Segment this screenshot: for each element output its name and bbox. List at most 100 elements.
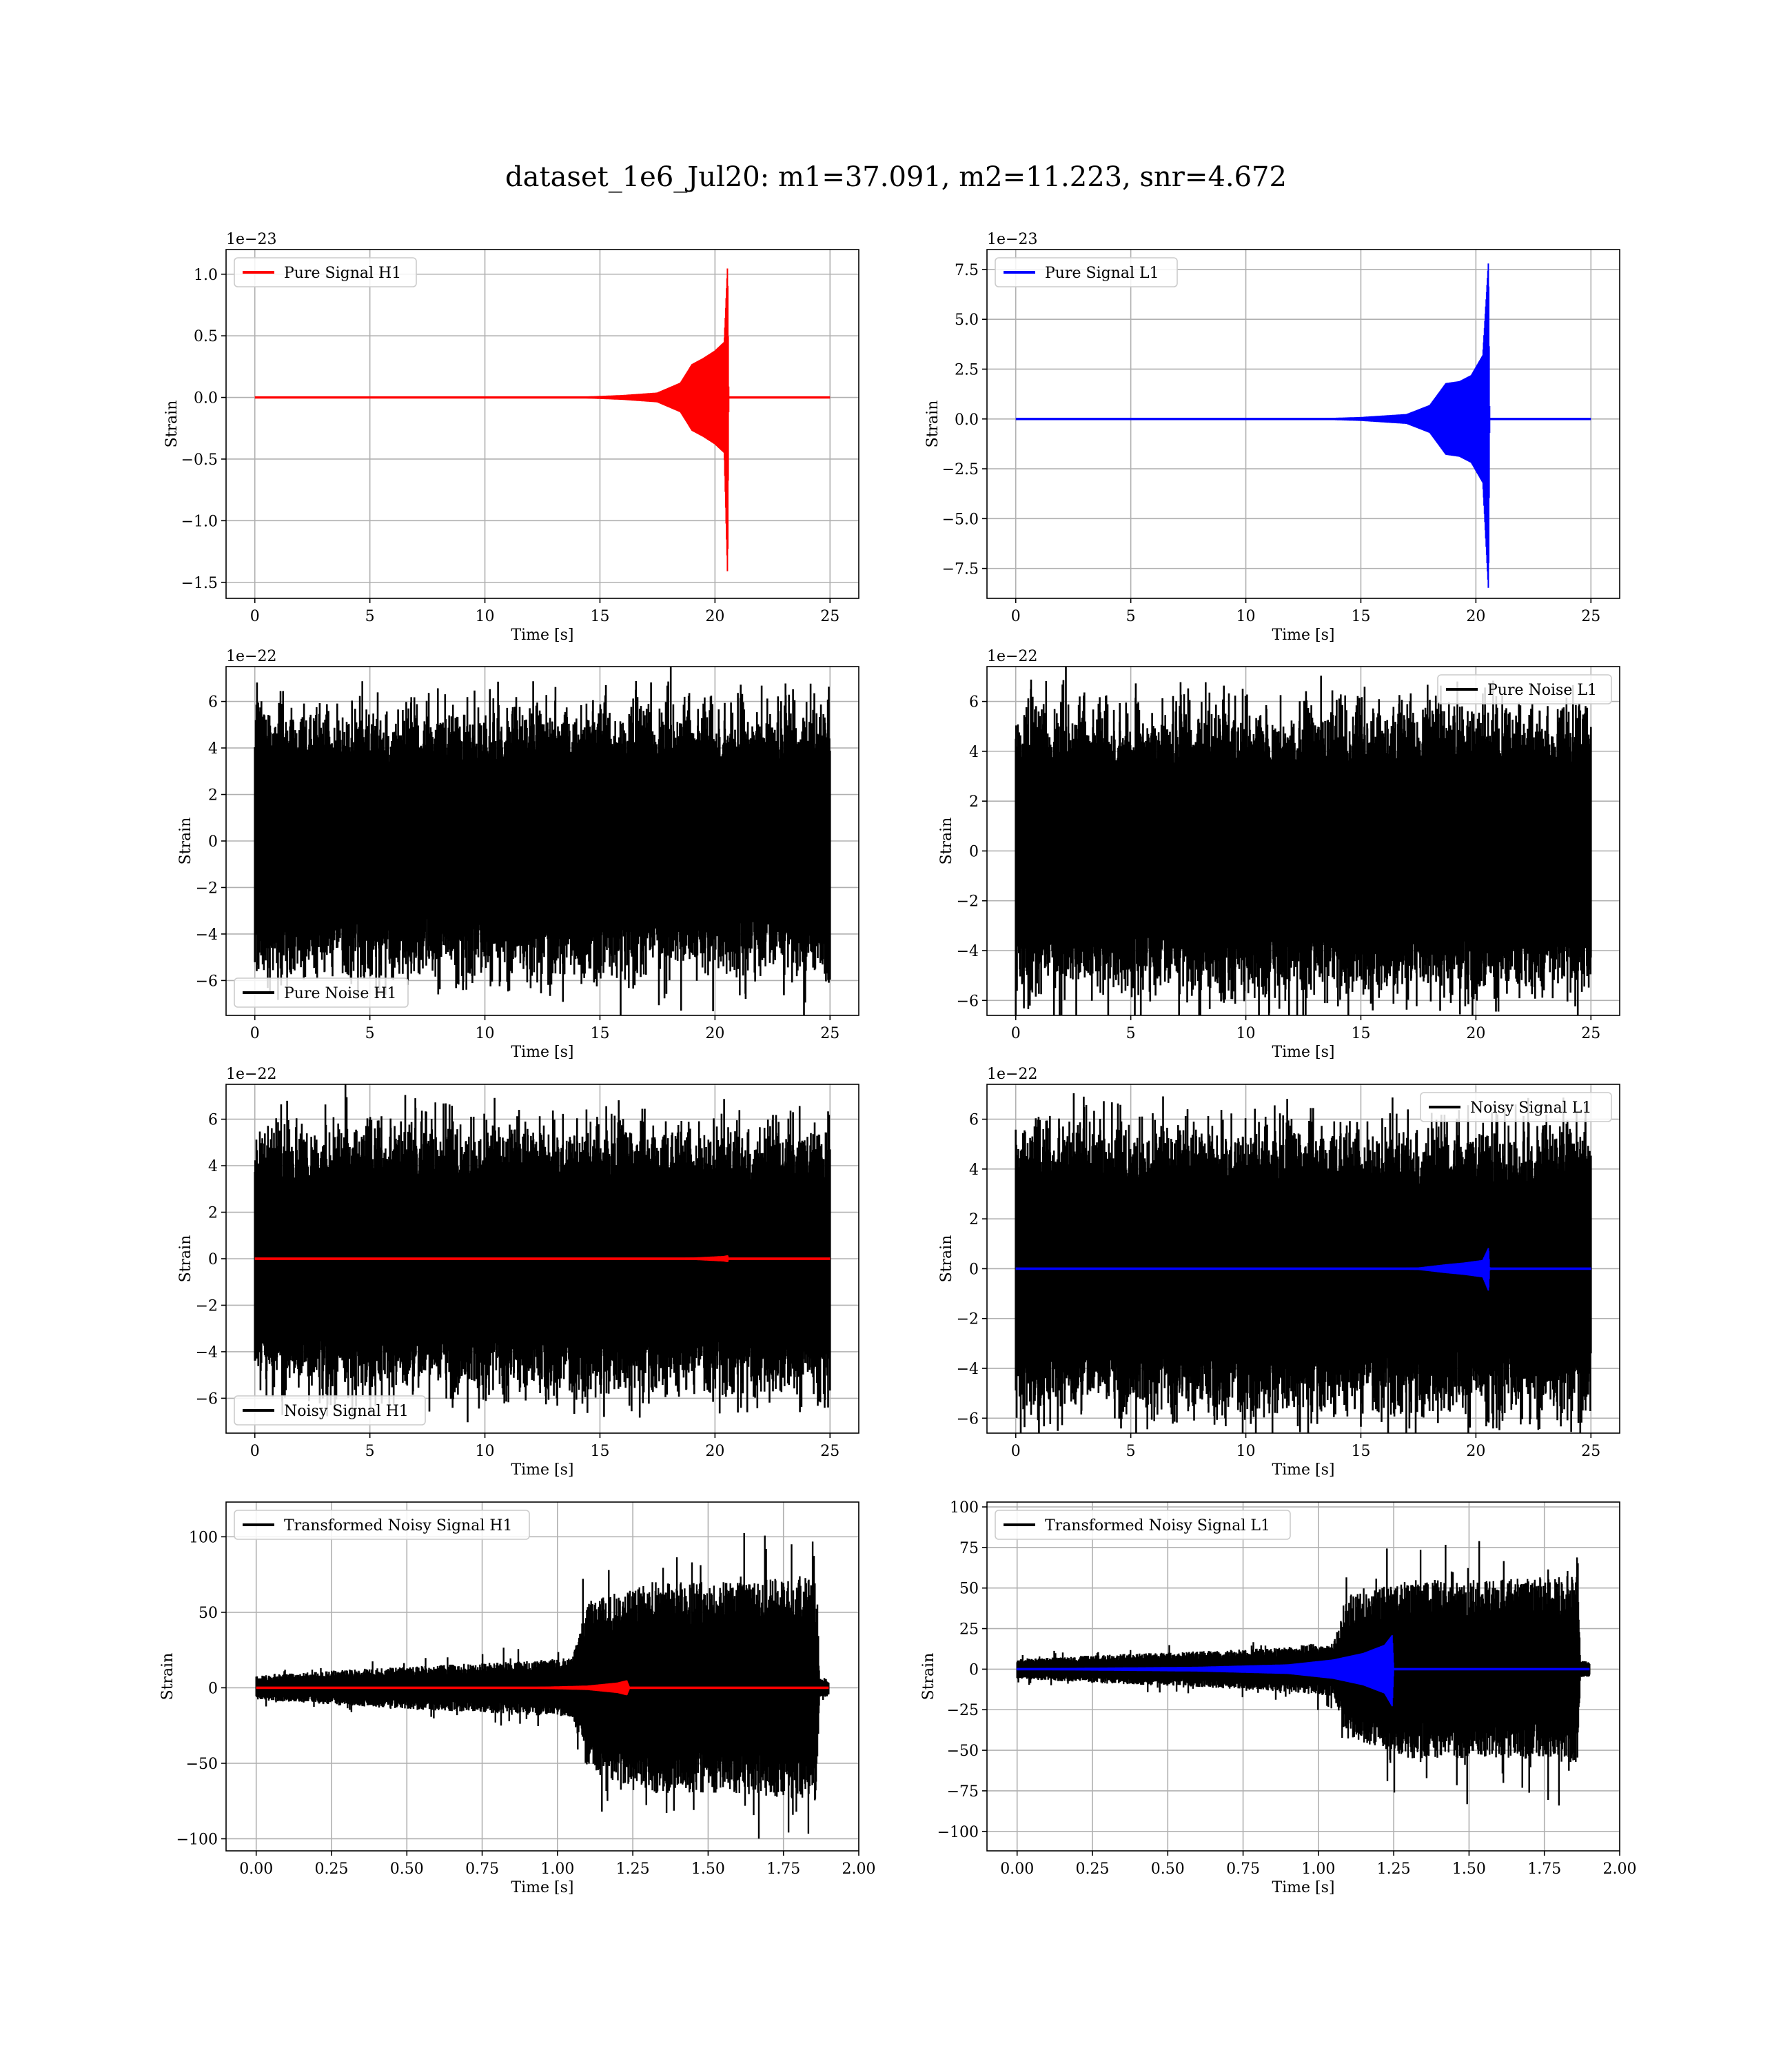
x-axis-label: Time [s] xyxy=(511,1044,573,1061)
plot-area xyxy=(254,667,831,1015)
x-tick-label: 0.25 xyxy=(315,1861,349,1878)
y-tick-label: −6 xyxy=(957,993,979,1010)
legend-frame xyxy=(234,257,417,287)
legend-label: Pure Noise L1 xyxy=(1487,682,1597,699)
y-tick-label: 0 xyxy=(208,833,218,851)
x-axis-label: Time [s] xyxy=(511,1879,573,1896)
x-tick-label: 25 xyxy=(820,1025,839,1042)
x-tick-label: 0.50 xyxy=(1151,1861,1185,1878)
x-tick-label: 1.50 xyxy=(1452,1861,1486,1878)
legend: Noisy Signal L1 xyxy=(1420,1092,1612,1122)
y-tick-label: −4 xyxy=(957,943,979,960)
axes-frame xyxy=(986,249,1620,599)
plot-area xyxy=(254,268,831,571)
y-axis-label: Strain xyxy=(159,1653,176,1701)
y-tick-label: −100 xyxy=(176,1831,218,1848)
x-axis-label: Time [s] xyxy=(1272,627,1334,644)
series-0-trace xyxy=(255,1533,830,1839)
series-0-trace xyxy=(254,667,831,1015)
x-tick-label: 0.00 xyxy=(1000,1861,1034,1878)
x-tick-label: 0.75 xyxy=(465,1861,499,1878)
legend: Pure Signal L1 xyxy=(995,257,1178,287)
x-axis-label: Time [s] xyxy=(511,1461,573,1479)
y-tick-label: −6 xyxy=(196,1390,218,1408)
offset-multiplier: 1e−22 xyxy=(987,1066,1037,1083)
y-tick-label: 75 xyxy=(959,1540,979,1557)
y-tick-label: −100 xyxy=(937,1824,979,1841)
y-axis-label: Strain xyxy=(177,818,194,865)
x-tick-label: 0 xyxy=(250,608,260,625)
x-tick-label: 10 xyxy=(476,608,495,625)
legend-frame xyxy=(234,977,409,1008)
y-tick-label: 0 xyxy=(969,843,979,860)
subplot-4: 0 5 10 15 20 25 −6 −4 −2 0 2 4 6 Time [s] Strain 1e−22 N… xyxy=(177,1066,859,1479)
subplot-3: 0 5 10 15 20 25 −6 −4 −2 0 2 4 6 Time [s] Strain 1e−22 P… xyxy=(938,648,1620,1061)
offset-multiplier: 1e−23 xyxy=(226,231,276,248)
x-tick-label: 1.25 xyxy=(1377,1861,1411,1878)
x-tick-label: 0 xyxy=(1011,1025,1021,1042)
y-tick-label: 2 xyxy=(208,787,218,804)
subplot-5: 0 5 10 15 20 25 −6 −4 −2 0 2 4 6 Time [s] Strain 1e−22 N… xyxy=(938,1066,1620,1479)
x-tick-label: 20 xyxy=(705,1025,724,1042)
offset-multiplier: 1e−22 xyxy=(226,648,276,665)
x-tick-label: 20 xyxy=(705,608,724,625)
y-tick-label: −6 xyxy=(196,973,218,990)
y-axis-label: Strain xyxy=(163,401,181,448)
x-tick-label: 5 xyxy=(1126,608,1136,625)
series-0-trace xyxy=(257,268,730,571)
x-tick-label: 15 xyxy=(590,608,609,625)
y-axis-label: Strain xyxy=(177,1235,194,1283)
y-tick-label: −4 xyxy=(196,1344,218,1361)
y-tick-label: 2 xyxy=(969,1211,979,1228)
x-tick-label: 15 xyxy=(590,1443,609,1460)
y-tick-label: −2 xyxy=(957,893,979,911)
x-axis-label: Time [s] xyxy=(511,627,573,644)
y-tick-label: −1.0 xyxy=(181,513,218,530)
x-tick-label: 0 xyxy=(1011,608,1021,625)
y-tick-label: 4 xyxy=(208,740,218,758)
axes-frame xyxy=(986,1084,1620,1434)
x-tick-label: 20 xyxy=(705,1443,724,1460)
legend-frame xyxy=(234,1395,426,1426)
y-tick-label: 7.5 xyxy=(955,262,979,279)
legend: Transformed Noisy Signal L1 xyxy=(995,1510,1291,1540)
axes-frame xyxy=(225,1501,859,1852)
x-tick-label: 25 xyxy=(820,1443,839,1460)
y-axis-label: Strain xyxy=(924,401,941,448)
y-tick-label: −6 xyxy=(957,1410,979,1428)
legend: Pure Noise L1 xyxy=(1437,674,1612,704)
subplot-2: 0 5 10 15 20 25 −6 −4 −2 0 2 4 6 Time [s] Strain 1e−22 P… xyxy=(177,648,859,1061)
y-tick-label: −2.5 xyxy=(942,461,979,478)
x-tick-label: 10 xyxy=(476,1025,495,1042)
y-tick-label: 2 xyxy=(208,1205,218,1222)
x-tick-label: 1.00 xyxy=(540,1861,574,1878)
x-tick-label: 1.25 xyxy=(616,1861,650,1878)
axes-frame xyxy=(986,666,1620,1016)
x-tick-label: 5 xyxy=(365,1443,375,1460)
x-tick-label: 0.75 xyxy=(1226,1861,1260,1878)
y-tick-label: 25 xyxy=(959,1621,979,1639)
x-tick-label: 15 xyxy=(590,1025,609,1042)
x-axis-label: Time [s] xyxy=(1272,1461,1334,1479)
x-tick-label: 1.75 xyxy=(766,1861,800,1878)
legend-label: Pure Signal H1 xyxy=(284,265,401,282)
y-tick-label: 6 xyxy=(969,1112,979,1129)
axes-frame xyxy=(986,1501,1620,1852)
y-tick-label: 0 xyxy=(969,1261,979,1278)
y-tick-label: 0.0 xyxy=(955,412,979,429)
legend-frame xyxy=(995,1510,1291,1540)
y-tick-label: 0 xyxy=(969,1661,979,1679)
y-tick-label: −2 xyxy=(957,1311,979,1328)
plot-area xyxy=(255,1533,830,1839)
y-tick-label: 6 xyxy=(208,694,218,711)
y-tick-label: 0.5 xyxy=(194,328,218,345)
legend-frame xyxy=(234,1510,530,1540)
x-tick-label: 15 xyxy=(1351,1443,1370,1460)
offset-multiplier: 1e−23 xyxy=(987,231,1037,248)
y-axis-label: Strain xyxy=(938,1235,955,1283)
y-tick-label: −7.5 xyxy=(942,561,979,578)
offset-multiplier: 1e−22 xyxy=(987,648,1037,665)
x-tick-label: 25 xyxy=(820,608,839,625)
legend-frame xyxy=(1420,1092,1612,1122)
